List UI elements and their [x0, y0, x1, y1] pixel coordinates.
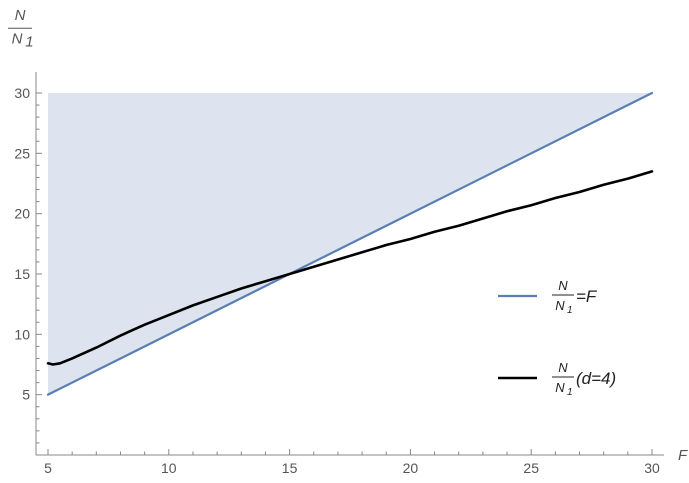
- legend-1-subscript: 1: [567, 387, 573, 398]
- legend-1-numerator: N: [558, 360, 568, 375]
- y-tick-label: 30: [14, 85, 30, 101]
- y-tick-label: 5: [22, 387, 30, 403]
- y-tick-label: 10: [14, 326, 30, 342]
- legend-1-denominator: N: [555, 380, 565, 395]
- legend-0-suffix: =F: [576, 287, 598, 306]
- series-line-identity: [46, 91, 654, 396]
- x-tick-label: 5: [44, 460, 52, 476]
- x-tick-label: 30: [644, 460, 660, 476]
- y-axis-title-denominator: N: [12, 30, 23, 47]
- legend-0-denominator: N: [555, 298, 565, 313]
- legend-1-suffix: (d=4): [576, 369, 616, 388]
- x-tick-label: 25: [523, 460, 539, 476]
- y-tick-label: 15: [14, 266, 30, 282]
- y-axis-title-subscript: 1: [25, 33, 33, 50]
- y-axis-title-numerator: N: [15, 7, 26, 24]
- x-axis-title: F: [678, 447, 688, 464]
- y-tick-label: 20: [14, 206, 30, 222]
- x-tick-label: 10: [161, 460, 177, 476]
- legend-0-numerator: N: [558, 278, 568, 293]
- x-tick-label: 15: [282, 460, 298, 476]
- series-line-d4: [46, 170, 654, 366]
- legend-0-subscript: 1: [567, 305, 573, 316]
- x-tick-label: 20: [403, 460, 419, 476]
- y-tick-label: 25: [14, 145, 30, 161]
